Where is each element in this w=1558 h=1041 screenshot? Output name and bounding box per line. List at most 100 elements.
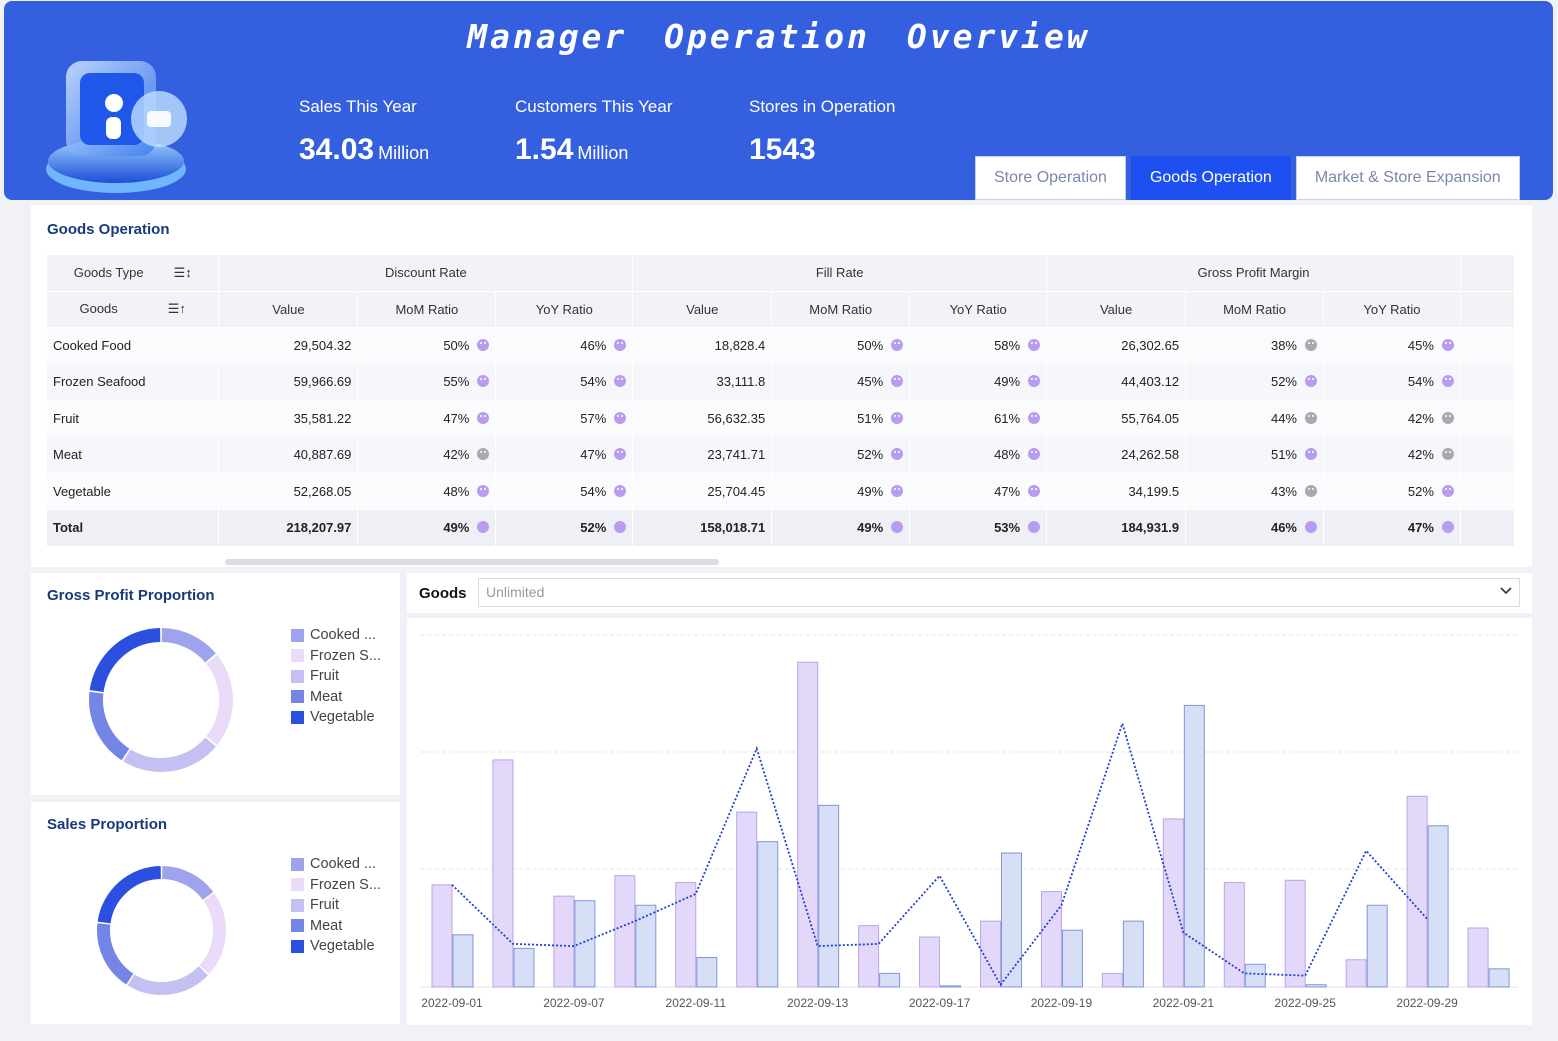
- donut-slice[interactable]: [97, 866, 162, 924]
- sad-face-icon: [477, 448, 490, 461]
- bar-series-a[interactable]: [1101, 972, 1123, 988]
- legend-item[interactable]: Meat: [291, 687, 381, 708]
- tab-market-store-expansion[interactable]: Market & Store Expansion: [1295, 156, 1520, 200]
- legend-item[interactable]: Cooked ...: [291, 625, 381, 646]
- goods-select[interactable]: Unlimited: [478, 578, 1520, 607]
- bar-series-b[interactable]: [818, 804, 840, 988]
- bar-series-a[interactable]: [492, 759, 514, 988]
- legend-item[interactable]: Meat: [291, 916, 381, 937]
- legend-item[interactable]: Vegetable: [291, 707, 381, 728]
- bar-series-b[interactable]: [696, 956, 718, 988]
- goods-type-header[interactable]: Goods Type ☰↕: [47, 255, 220, 292]
- goods-operation-panel: Goods Operation Goods Type ☰↕ Discount Ra…: [31, 205, 1532, 567]
- horizontal-scrollbar[interactable]: [225, 559, 719, 565]
- bar-series-a[interactable]: [919, 936, 941, 988]
- x-tick-label: 2022-09-13: [787, 996, 849, 1010]
- mom-ratio-cell: 49%: [771, 509, 911, 546]
- legend-item[interactable]: Cooked ...: [291, 854, 381, 875]
- x-tick-label: 2022-09-19: [1031, 996, 1093, 1010]
- ratio-text: 52%: [1407, 483, 1434, 499]
- bar-series-a[interactable]: [797, 661, 819, 988]
- yoy-ratio-cell: 47%: [1323, 509, 1461, 546]
- manager-logo-icon: [46, 61, 187, 193]
- mom-ratio-cell: 50%: [357, 327, 497, 364]
- donut-slice[interactable]: [205, 654, 233, 746]
- ratio-text: 42%: [443, 447, 470, 463]
- goods-select-value: Unlimited: [486, 584, 545, 600]
- subheader-mom: MoM Ratio: [357, 291, 497, 328]
- value-cell: 35,581.22: [218, 400, 359, 437]
- bar-series-a[interactable]: [858, 925, 880, 988]
- bar-series-b[interactable]: [1183, 704, 1205, 988]
- bar-series-a[interactable]: [736, 811, 758, 988]
- tab-goods-operation[interactable]: Goods Operation: [1130, 156, 1291, 200]
- bar-series-b[interactable]: [1305, 984, 1327, 988]
- bar-series-a[interactable]: [431, 884, 453, 988]
- bar-series-b[interactable]: [452, 934, 474, 988]
- bar-series-b[interactable]: [635, 904, 657, 988]
- donut-slice[interactable]: [161, 628, 216, 663]
- tab-store-operation[interactable]: Store Operation: [975, 156, 1126, 200]
- bar-series-a[interactable]: [614, 875, 636, 988]
- legend-item[interactable]: Vegetable: [291, 936, 381, 957]
- legend-item[interactable]: Fruit: [291, 666, 381, 687]
- mom-ratio-cell: 47%: [357, 400, 497, 437]
- donut-slice[interactable]: [97, 923, 134, 985]
- bar-series-b[interactable]: [940, 985, 962, 988]
- donut-slice[interactable]: [127, 966, 208, 995]
- smiley-face-icon: [1305, 375, 1317, 388]
- bar-series-a[interactable]: [675, 882, 697, 988]
- donut-slice[interactable]: [123, 737, 216, 772]
- bar-series-b[interactable]: [757, 841, 779, 988]
- bar-series-a[interactable]: [1467, 927, 1489, 988]
- yoy-ratio-cell: 54%: [495, 363, 634, 400]
- bar-series-b[interactable]: [1122, 920, 1144, 988]
- donut-slice[interactable]: [89, 691, 130, 761]
- ratio-text: 49%: [994, 374, 1021, 390]
- bar-series-b[interactable]: [1001, 852, 1022, 988]
- ratio-text: 50%: [443, 338, 470, 353]
- bar-series-b[interactable]: [1427, 825, 1449, 988]
- goods-name-cell: Total: [47, 509, 220, 546]
- bar-series-b[interactable]: [1061, 929, 1083, 988]
- legend-label: Cooked ...: [310, 627, 377, 644]
- legend-swatch: [291, 919, 304, 933]
- status-dot-icon: [1028, 521, 1041, 534]
- bar-series-a[interactable]: [980, 920, 1001, 988]
- ratio-text: 51%: [1270, 447, 1297, 463]
- ratio-text: 43%: [1270, 483, 1297, 499]
- sort-up-icon[interactable]: ☰↑: [167, 301, 186, 316]
- smiley-face-icon: [477, 484, 490, 497]
- ratio-text: 52%: [857, 447, 884, 463]
- bar-series-b[interactable]: [1366, 904, 1388, 988]
- bar-series-b[interactable]: [1244, 963, 1266, 988]
- bar-series-b[interactable]: [879, 972, 901, 988]
- header-spacer: [1460, 291, 1516, 328]
- legend-item[interactable]: Fruit: [291, 895, 381, 916]
- yoy-ratio-cell: 46%: [495, 327, 634, 364]
- bar-series-a[interactable]: [1345, 959, 1367, 988]
- goods-operation-title: Goods Operation: [47, 221, 170, 238]
- bar-series-a[interactable]: [1284, 879, 1306, 988]
- legend-item[interactable]: Frozen S...: [291, 646, 381, 667]
- bar-series-a[interactable]: [1040, 891, 1062, 988]
- ratio-text: 47%: [1407, 520, 1434, 536]
- donut-slice[interactable]: [89, 628, 161, 693]
- bar-series-a[interactable]: [1223, 882, 1245, 988]
- bar-series-a[interactable]: [553, 895, 575, 988]
- bar-series-b[interactable]: [574, 900, 596, 988]
- donut-slice[interactable]: [161, 866, 214, 900]
- sort-down-icon[interactable]: ☰↕: [173, 264, 192, 280]
- mom-ratio-cell: 44%: [1185, 400, 1324, 437]
- ratio-text: 55%: [443, 374, 470, 390]
- legend-item[interactable]: Frozen S...: [291, 875, 381, 896]
- bar-series-a[interactable]: [1406, 795, 1428, 988]
- goods-header[interactable]: Goods ☰↑: [47, 291, 220, 328]
- bar-series-a[interactable]: [1162, 818, 1184, 988]
- donut-slice[interactable]: [199, 893, 226, 975]
- bar-series-b[interactable]: [513, 947, 535, 988]
- mom-ratio-cell: 51%: [771, 400, 911, 437]
- bar-series-b[interactable]: [1488, 968, 1510, 988]
- line-series[interactable]: [451, 720, 1428, 987]
- yoy-ratio-cell: 42%: [1323, 436, 1461, 473]
